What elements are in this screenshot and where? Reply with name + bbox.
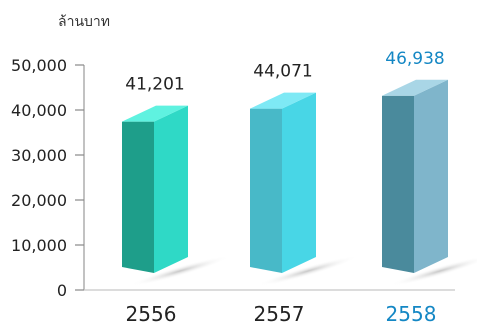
bar-top-face	[382, 79, 448, 96]
y-tick-label: 50,000	[11, 56, 67, 75]
bar-shadow	[257, 255, 359, 287]
y-tick-label: 40,000	[11, 101, 67, 120]
bar-front-face	[382, 95, 414, 274]
labels-group: 41,201 2556 44,071 2557 46,938 2558	[125, 49, 444, 326]
bar-value-label: 41,201	[125, 75, 184, 95]
bar-side-face	[414, 79, 448, 274]
bar-top-face	[250, 92, 316, 109]
bar-value-label: 46,938	[385, 49, 444, 69]
y-tick-label: 0	[57, 281, 67, 300]
category-label: 2557	[254, 302, 305, 326]
bar-front-face	[250, 108, 282, 273]
bar-side-face	[282, 92, 316, 273]
bar-top-face	[122, 105, 188, 122]
y-tick-label: 20,000	[11, 191, 67, 210]
y-tick-label: 10,000	[11, 236, 67, 255]
bar-value-label: 44,071	[253, 62, 312, 82]
category-label: 2556	[126, 302, 177, 326]
bar-shadow	[389, 255, 477, 287]
bar-side-face	[154, 105, 188, 274]
category-label: 2558	[386, 302, 437, 326]
y-tick-label: 30,000	[11, 146, 67, 165]
bar-front-face	[122, 121, 154, 274]
bar-shadow	[129, 255, 231, 287]
bars-group	[122, 79, 477, 287]
y-axis: 0 10,000 20,000 30,000 40,000 50,000	[11, 56, 455, 300]
unit-label: ล้านบาท	[58, 14, 110, 30]
